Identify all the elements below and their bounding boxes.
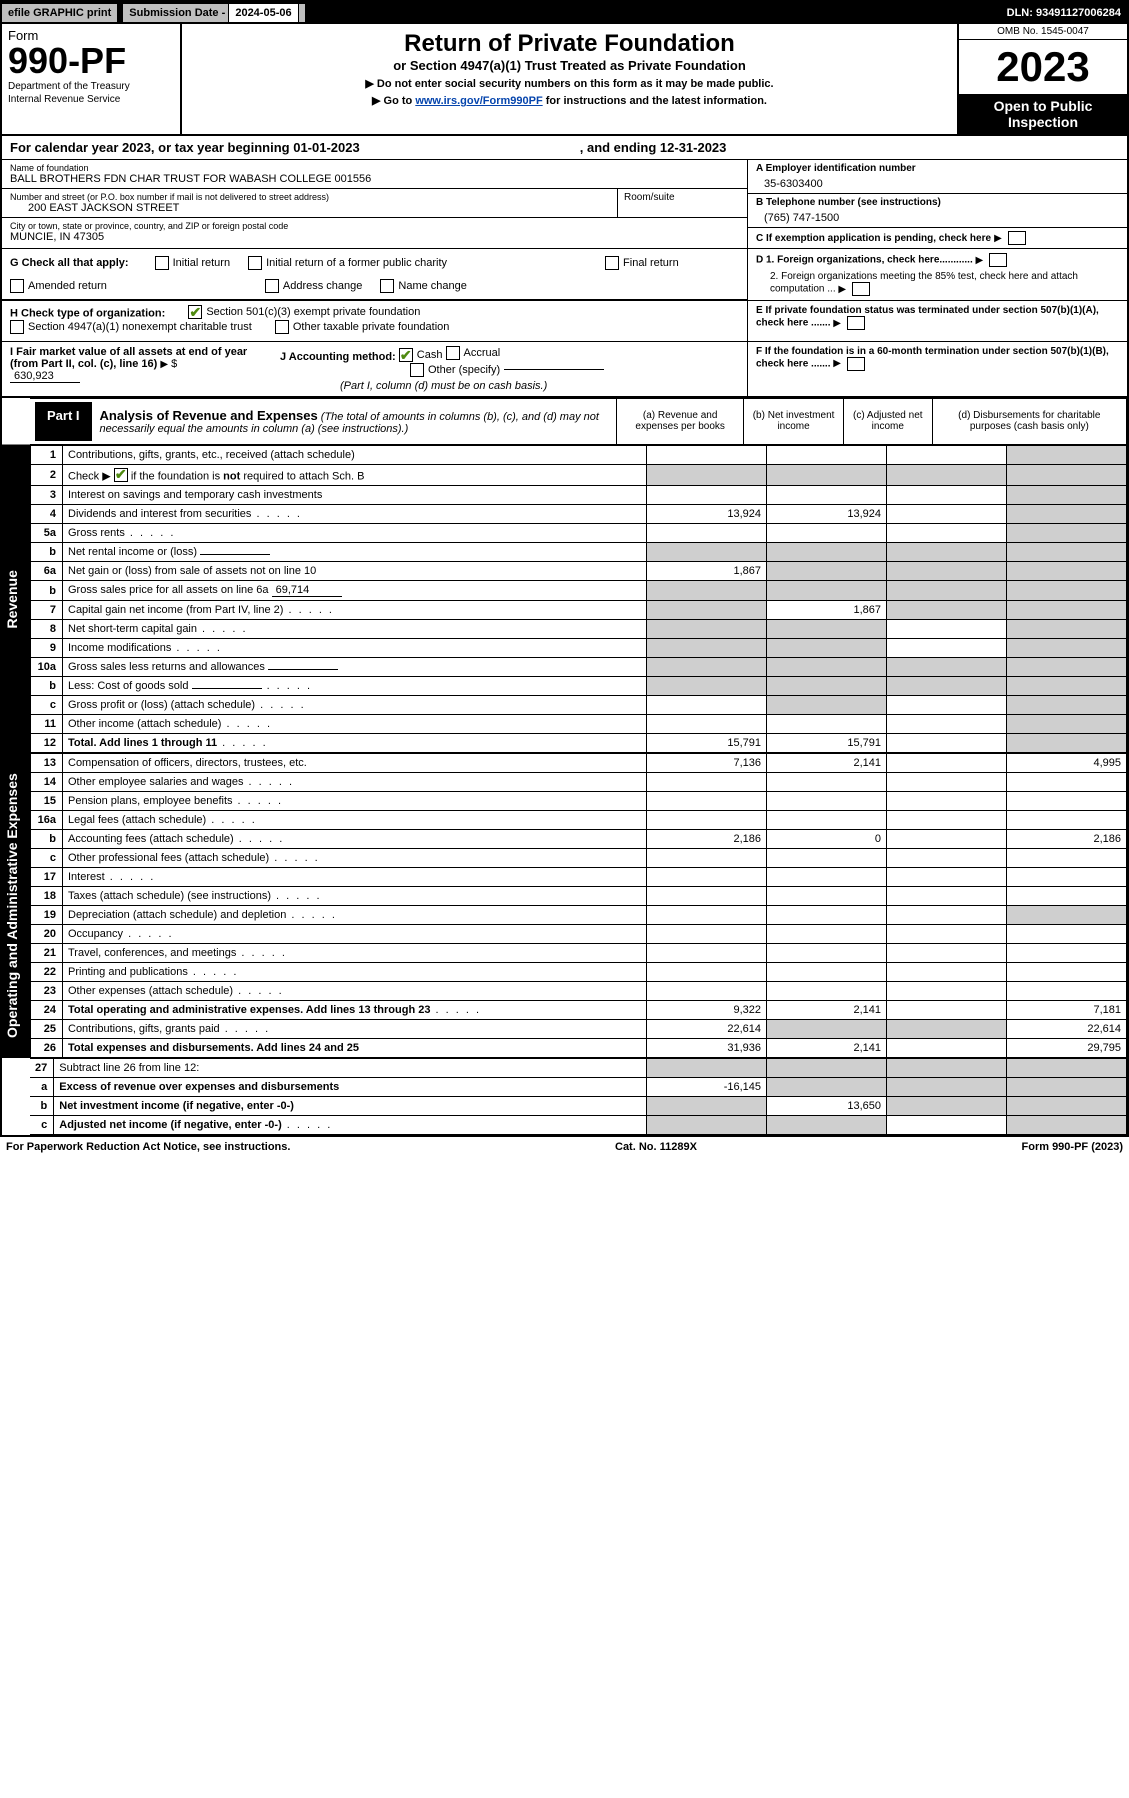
table-row: 10aGross sales less returns and allowanc… (31, 658, 1127, 677)
table-row: 1Contributions, gifts, grants, etc., rec… (31, 445, 1127, 464)
revenue-section: Revenue 1Contributions, gifts, grants, e… (2, 445, 1127, 754)
form-header: Form 990-PF Department of the Treasury I… (2, 24, 1127, 136)
expenses-table: 13Compensation of officers, directors, t… (30, 753, 1127, 1058)
table-row: 5aGross rents (31, 524, 1127, 543)
section-g: G Check all that apply: Initial return I… (2, 249, 747, 300)
expenses-section: Operating and Administrative Expenses 13… (2, 753, 1127, 1058)
address-cell: Number and street (or P.O. box number if… (2, 189, 617, 218)
dept-treasury: Department of the Treasury (8, 81, 174, 92)
submission-date-label: Submission Date - 2024-05-06 (123, 4, 304, 22)
checkbox-initial-return[interactable] (155, 256, 169, 270)
checkbox-other-method[interactable] (410, 363, 424, 377)
table-row: 20Occupancy (31, 925, 1127, 944)
table-row: 17Interest (31, 868, 1127, 887)
table-row: bGross sales price for all assets on lin… (31, 581, 1127, 601)
table-row: 23Other expenses (attach schedule) (31, 982, 1127, 1001)
table-row: bAccounting fees (attach schedule)2,1860… (31, 830, 1127, 849)
table-row: cGross profit or (loss) (attach schedule… (31, 696, 1127, 715)
checkbox-other-taxable[interactable] (275, 320, 289, 334)
checkbox-cash[interactable] (399, 348, 413, 362)
part1-tab: Part I (35, 402, 92, 441)
table-row: 2Check ▶ if the foundation is not requir… (31, 464, 1127, 486)
table-row: bNet rental income or (loss) (31, 543, 1127, 562)
table-row: 4Dividends and interest from securities1… (31, 505, 1127, 524)
city-cell: City or town, state or province, country… (2, 218, 747, 246)
checkbox-amended[interactable] (10, 279, 24, 293)
section-h: H Check type of organization: Section 50… (2, 301, 747, 341)
table-row: 27Subtract line 26 from line 12: (16, 1059, 1127, 1078)
table-row: 19Depreciation (attach schedule) and dep… (31, 906, 1127, 925)
revenue-table: 1Contributions, gifts, grants, etc., rec… (30, 445, 1127, 754)
exemption-pending-cell: C If exemption application is pending, c… (748, 228, 1127, 248)
table-row: bLess: Cost of goods sold (31, 677, 1127, 696)
tax-year: 2023 (959, 40, 1127, 94)
table-row: 14Other employee salaries and wages (31, 773, 1127, 792)
table-row: 11Other income (attach schedule) (31, 715, 1127, 734)
goto-note: ▶ Go to www.irs.gov/Form990PF for instru… (188, 94, 951, 107)
room-suite-cell: Room/suite (617, 189, 747, 218)
table-row: 8Net short-term capital gain (31, 620, 1127, 639)
irs-label: Internal Revenue Service (8, 94, 174, 105)
section-d: D 1. Foreign organizations, check here..… (747, 249, 1127, 300)
revenue-side-label: Revenue (2, 445, 30, 754)
irs-link[interactable]: www.irs.gov/Form990PF (415, 95, 542, 107)
checkbox-initial-former[interactable] (248, 256, 262, 270)
table-row: 22Printing and publications (31, 963, 1127, 982)
page-footer: For Paperwork Reduction Act Notice, see … (0, 1137, 1129, 1157)
checkbox-name-change[interactable] (380, 279, 394, 293)
table-row: 18Taxes (attach schedule) (see instructi… (31, 887, 1127, 906)
col-d-header: (d) Disbursements for charitable purpose… (932, 398, 1126, 444)
table-row: 24Total operating and administrative exp… (31, 1001, 1127, 1020)
table-row: 15Pension plans, employee benefits (31, 792, 1127, 811)
calendar-year-line: For calendar year 2023, or tax year begi… (2, 136, 1127, 160)
ein-cell: A Employer identification number 35-6303… (748, 160, 1127, 194)
paperwork-notice: For Paperwork Reduction Act Notice, see … (6, 1141, 290, 1153)
foundation-name-cell: Name of foundation BALL BROTHERS FDN CHA… (2, 160, 747, 189)
table-row: 6aNet gain or (loss) from sale of assets… (31, 562, 1127, 581)
table-row: cOther professional fees (attach schedul… (31, 849, 1127, 868)
table-row: 13Compensation of officers, directors, t… (31, 754, 1127, 773)
col-a-header: (a) Revenue and expenses per books (617, 398, 744, 444)
col-c-header: (c) Adjusted net income (843, 398, 932, 444)
table-row: 7Capital gain net income (from Part IV, … (31, 601, 1127, 620)
form-number: 990-PF (8, 43, 174, 79)
table-row: bNet investment income (if negative, ent… (16, 1097, 1127, 1116)
section-i-j: I Fair market value of all assets at end… (2, 342, 747, 396)
checkbox-final-return[interactable] (605, 256, 619, 270)
catalog-number: Cat. No. 11289X (615, 1141, 697, 1153)
form-subtitle: or Section 4947(a)(1) Trust Treated as P… (188, 58, 951, 73)
dln: DLN: 93491127006284 (1001, 4, 1127, 22)
ssn-warning: ▶ Do not enter social security numbers o… (188, 77, 951, 90)
table-row: cAdjusted net income (if negative, enter… (16, 1116, 1127, 1135)
table-row: 26Total expenses and disbursements. Add … (31, 1039, 1127, 1058)
net-table: 27Subtract line 26 from line 12:aExcess … (2, 1058, 1127, 1135)
expenses-side-label: Operating and Administrative Expenses (2, 753, 30, 1058)
open-public-badge: Open to PublicInspection (959, 94, 1127, 134)
phone-cell: B Telephone number (see instructions) (7… (748, 194, 1127, 228)
table-row: 3Interest on savings and temporary cash … (31, 486, 1127, 505)
checkbox-4947a1[interactable] (10, 320, 24, 334)
table-row: 16aLegal fees (attach schedule) (31, 811, 1127, 830)
part1-header-table: Part I Analysis of Revenue and Expenses … (2, 398, 1127, 445)
table-row: 21Travel, conferences, and meetings (31, 944, 1127, 963)
form-title: Return of Private Foundation (188, 30, 951, 58)
col-b-header: (b) Net investment income (744, 398, 844, 444)
section-e: E If private foundation status was termi… (747, 301, 1127, 341)
efile-badge: efile GRAPHIC print (2, 4, 117, 22)
section-f: F If the foundation is in a 60-month ter… (747, 342, 1127, 396)
table-row: 9Income modifications (31, 639, 1127, 658)
table-row: aExcess of revenue over expenses and dis… (16, 1078, 1127, 1097)
checkbox-501c3[interactable] (188, 305, 202, 319)
checkbox-address-change[interactable] (265, 279, 279, 293)
omb-number: OMB No. 1545-0047 (959, 24, 1127, 40)
checkbox-accrual[interactable] (446, 346, 460, 360)
form-footer-label: Form 990-PF (2023) (1022, 1141, 1124, 1153)
top-bar: efile GRAPHIC print Submission Date - 20… (2, 2, 1127, 24)
table-row: 25Contributions, gifts, grants paid22,61… (31, 1020, 1127, 1039)
table-row: 12Total. Add lines 1 through 1115,79115,… (31, 734, 1127, 753)
